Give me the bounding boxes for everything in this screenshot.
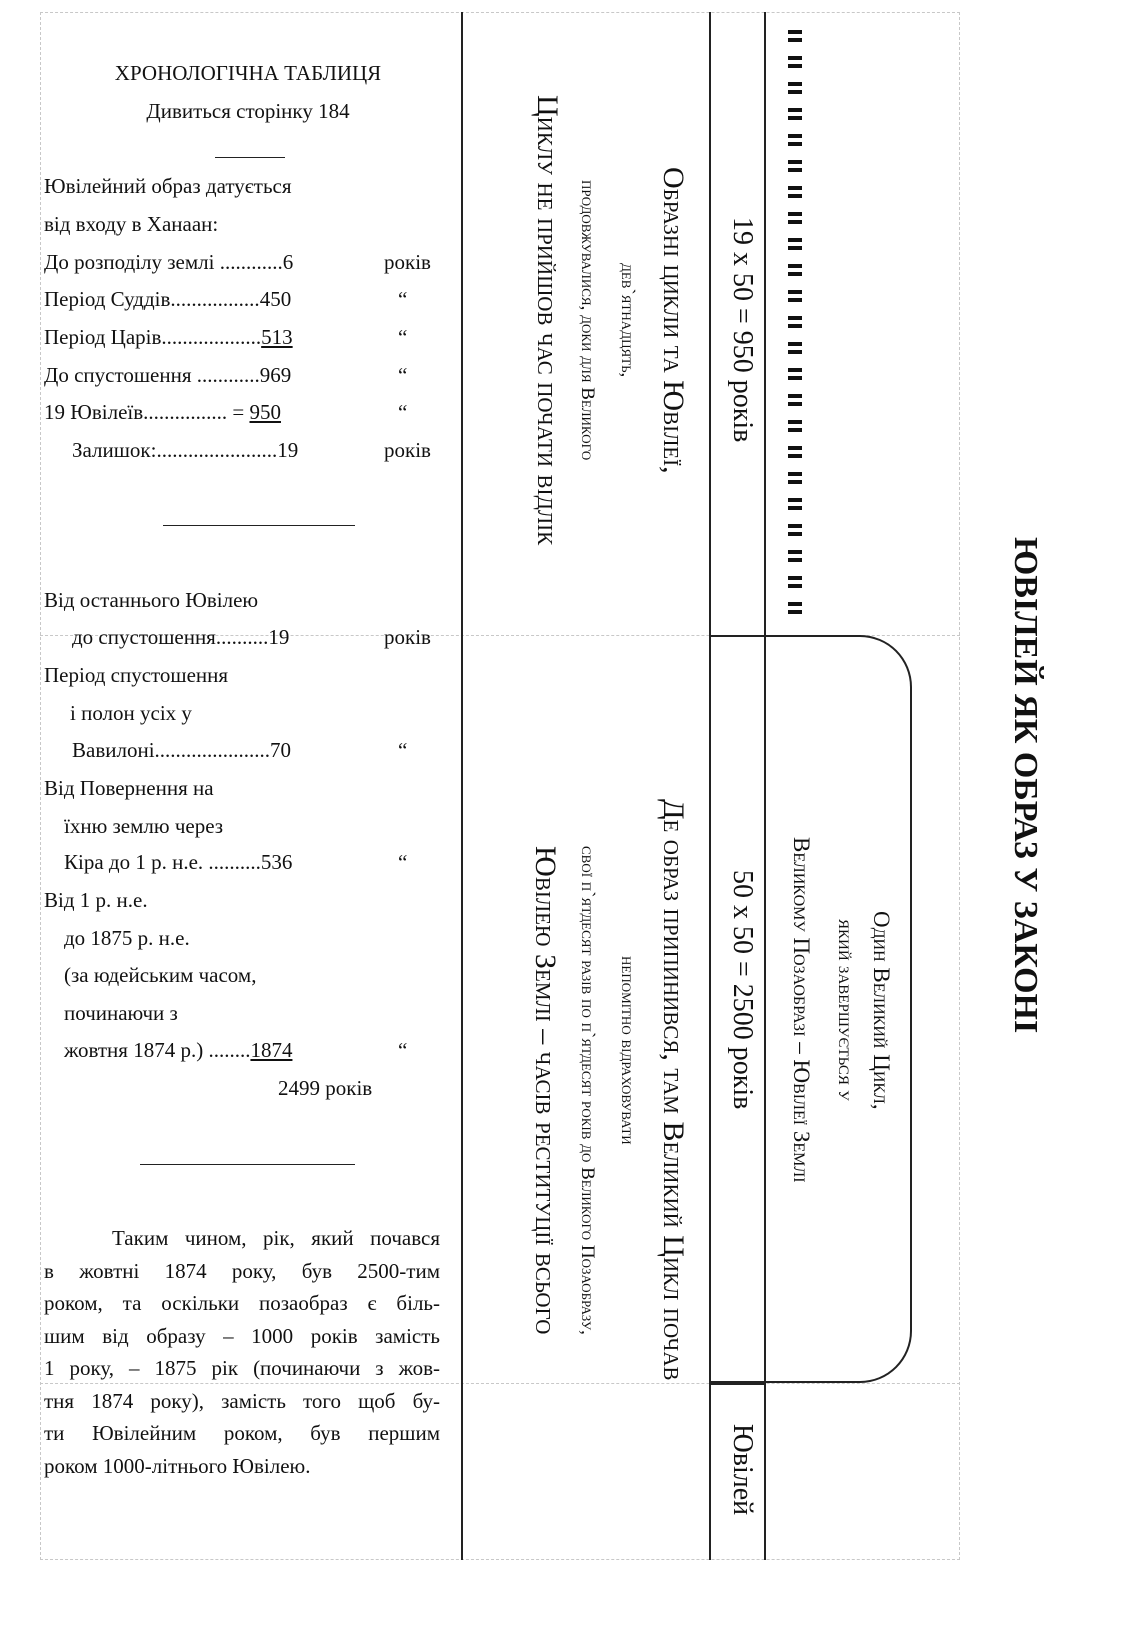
row-label: Вавилоні...................... <box>72 738 271 762</box>
row-label: 19 Ювілеїв................ = <box>44 400 250 424</box>
conclusion-paragraph: Таким чином, рік, який почався в жовтні 1… <box>44 1222 440 1482</box>
divider <box>710 1383 765 1385</box>
row-value: 513 <box>261 325 293 349</box>
fold-line <box>40 1383 960 1384</box>
row-value: 969 <box>259 363 292 387</box>
page-frame <box>40 12 960 1560</box>
row-unit: “ <box>398 1038 408 1062</box>
table-row: До спустошення ............969 <box>44 363 291 387</box>
paragraph-line: роком, та оскільки позаобраз є біль- <box>44 1291 440 1315</box>
box-line: Великому Позаобразі – Ювілеї Землі <box>789 837 814 1183</box>
upper-line: Циклу не прийшов час почати відлік <box>531 94 564 546</box>
row-label: Кіра до 1 р. н.е. .......... <box>64 850 261 874</box>
row-label: Період Царів................... <box>44 325 262 349</box>
table-row: Період Суддів.................450 <box>44 287 291 311</box>
upper-line: дев`ятнадцять, <box>617 262 638 378</box>
table-subheading: Дивиться сторінку 184 <box>146 99 350 123</box>
table-row: Період Царів...................513 <box>44 325 293 349</box>
great-cycle-box <box>710 635 912 1383</box>
table-line: Від останнього Ювілею <box>44 588 259 612</box>
row-label: до спустошення.......... <box>72 625 269 649</box>
page-title: ЮВІЛЕЙ ЯК ОБРАЗ У ЗАКОНІ <box>1007 536 1044 1034</box>
row-unit: “ <box>398 400 408 424</box>
total: 2499 років <box>278 1076 373 1100</box>
row-unit: “ <box>398 738 408 762</box>
intro-line: від входу в Ханаан: <box>44 212 219 236</box>
paragraph-line: в жовтні 1874 року, був 2500-тим <box>44 1258 440 1283</box>
intro-line: Ювілейний образ датується <box>44 174 292 198</box>
table-row: Кіра до 1 р. н.е. ..........536 <box>64 850 292 874</box>
table-row: жовтня 1874 р.) ........1874 <box>64 1038 292 1062</box>
table-line: Від Повернення на <box>44 776 214 800</box>
row-label: Період Суддів................. <box>44 287 260 311</box>
table-line: (за юдейським часом, <box>64 963 257 987</box>
divider <box>163 525 355 526</box>
box-line: який завершується у <box>834 919 858 1101</box>
paragraph-line: ти Ювілейним роком, був першим <box>44 1421 440 1445</box>
row-label: Залишок:....................... <box>72 438 278 462</box>
table-row: 19 Ювілеїв................ = 950 <box>44 400 281 424</box>
row-value: 450 <box>259 287 292 311</box>
paragraph-line: тня 1874 року), замість того щоб бу- <box>44 1388 440 1413</box>
paragraph-line: 1 року, – 1875 рік (починаючи з жов- <box>44 1356 440 1380</box>
table-heading: ХРОНОЛОГІЧНА ТАБЛИЦЯ <box>114 61 382 85</box>
divider <box>764 12 766 1560</box>
divider <box>461 12 463 1560</box>
lower-line: Ювілею Землі – часів реституції всього <box>529 845 562 1335</box>
row-unit: років <box>384 625 431 649</box>
paragraph-line: Таким чином, рік, який почався <box>112 1226 440 1250</box>
row-unit: років <box>384 250 431 274</box>
row-unit: “ <box>398 850 408 874</box>
jubilee-label: Ювілей <box>727 1424 758 1516</box>
row-label: До розподілу землі ............ <box>44 250 283 274</box>
lower-line: Де образ припинився, там Великий Цикл по… <box>657 799 690 1381</box>
row-unit: “ <box>398 363 408 387</box>
divider <box>140 1164 355 1165</box>
lower-line: непомітно відраховувати <box>617 955 638 1145</box>
row-label: До спустошення ............ <box>44 363 260 387</box>
row-value: 19 <box>277 438 299 462</box>
row-value: 19 <box>268 625 290 649</box>
table-line: Від 1 р. н.е. <box>44 888 148 912</box>
calc-2500: 50 x 50 = 2500 років <box>727 870 758 1110</box>
row-unit: “ <box>398 287 408 311</box>
table-row: До розподілу землі ............6 <box>44 250 293 274</box>
row-value: 950 <box>249 400 281 424</box>
box-line: Один Великий Цикл, <box>869 910 894 1110</box>
table-row: до спустошення..........19 <box>72 625 289 649</box>
row-unit: “ <box>398 325 408 349</box>
row-unit: років <box>384 438 431 462</box>
row-value: 70 <box>270 738 292 762</box>
row-value: 6 <box>282 250 294 274</box>
calc-950: 19 x 50 = 950 років <box>727 217 758 443</box>
table-line: їхню землю через <box>64 814 224 838</box>
divider <box>709 12 711 1560</box>
decorative-pattern <box>788 30 802 615</box>
paragraph-line: роком 1000-літнього Ювілею. <box>44 1453 311 1478</box>
upper-line: Образні цикли та Ювілеї, <box>657 166 690 474</box>
row-value: 1874 <box>250 1038 293 1062</box>
divider <box>215 157 285 158</box>
table-row: Залишок:.......................19 <box>72 438 298 462</box>
table-line: Період спустошення <box>44 663 229 687</box>
table-row: Вавилоні......................70 <box>72 738 291 762</box>
row-label: жовтня 1874 р.) ........ <box>64 1038 251 1062</box>
table-line: до 1875 р. н.е. <box>64 926 190 950</box>
table-line: і полон усіх у <box>70 701 192 725</box>
paragraph-line: шим від образу – 1000 років замість <box>44 1323 440 1348</box>
lower-line: свої п`ятдесят разів по п`ятдесят років … <box>577 845 598 1335</box>
row-value: 536 <box>260 850 293 874</box>
upper-line: продовжувалися, доки для Великого <box>577 179 598 461</box>
table-line: починаючи з <box>64 1001 178 1025</box>
fold-line <box>40 635 960 636</box>
